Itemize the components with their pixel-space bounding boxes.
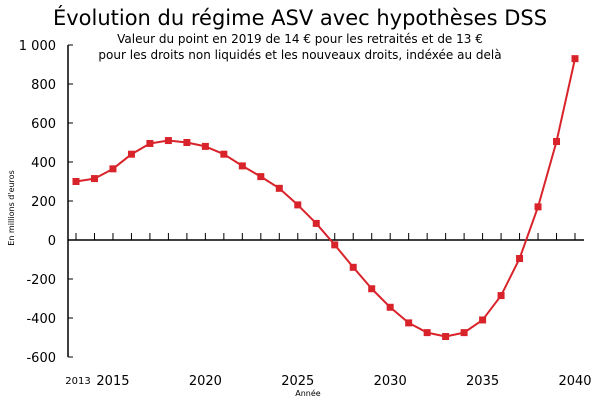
y-tick-label: 1 000	[19, 39, 56, 54]
data-point-2036	[497, 292, 505, 300]
data-point-2040	[571, 55, 579, 63]
data-point-2032	[423, 329, 431, 337]
data-point-2037	[516, 255, 524, 263]
data-point-2022	[238, 162, 246, 170]
data-point-2019	[183, 139, 191, 146]
data-point-2018	[164, 137, 172, 145]
series-line-layer	[72, 55, 579, 341]
data-point-2029	[368, 285, 376, 293]
y-axis-label: En millions d'euros	[7, 170, 16, 245]
data-point-2015	[109, 165, 117, 173]
y-tick-label: 800	[31, 78, 56, 93]
y-tick-label: 600	[31, 117, 56, 132]
tick-labels: 1 000 800 600 400 200 0 -200 -400 -600 2013 2015 20…	[19, 39, 592, 389]
data-point-2030	[386, 303, 394, 311]
x-tick-label: 2015	[96, 374, 129, 389]
data-point-2038	[534, 203, 542, 211]
series-line	[75, 58, 576, 338]
x-tick-label: 2035	[466, 374, 499, 389]
axes	[67, 44, 584, 358]
data-point-2014	[90, 175, 98, 183]
data-point-2039	[553, 138, 561, 146]
data-point-2016	[127, 150, 135, 158]
data-point-2020	[201, 142, 209, 150]
x-axis-label: Année	[295, 388, 321, 398]
data-point-2013	[72, 178, 80, 185]
y-tick-label: -200	[26, 273, 56, 288]
x-tick-label: 2040	[558, 374, 591, 389]
y-tick-label: -600	[26, 351, 56, 366]
data-point-2017	[146, 139, 154, 147]
chart-title: Évolution du régime ASV avec hypothèses …	[52, 6, 548, 30]
data-point-2024	[275, 184, 283, 192]
data-point-2034	[460, 329, 468, 337]
y-tick-label: 0	[48, 234, 56, 249]
y-tick-label: 200	[31, 195, 56, 210]
x-tick-label: 2025	[281, 374, 314, 389]
data-point-2028	[349, 263, 357, 271]
chart-subtitle-line-2: pour les droits non liquidés et les nouv…	[98, 48, 502, 62]
y-tick-label: -400	[26, 312, 56, 327]
data-point-2025	[294, 201, 302, 209]
data-point-2031	[405, 319, 413, 327]
chart-subtitle-line-1: Valeur du point en 2019 de 14 € pour les…	[117, 32, 483, 46]
data-point-2033	[442, 333, 450, 341]
data-point-2021	[220, 150, 228, 158]
x-tick-label: 2013	[65, 376, 90, 387]
data-point-2027	[331, 241, 339, 249]
data-point-2023	[257, 173, 265, 181]
y-tick-label: 400	[31, 156, 56, 171]
data-point-2035	[479, 316, 487, 324]
data-point-2026	[312, 219, 320, 227]
x-tick-label: 2030	[374, 374, 407, 389]
x-tick-label: 2020	[189, 374, 222, 389]
